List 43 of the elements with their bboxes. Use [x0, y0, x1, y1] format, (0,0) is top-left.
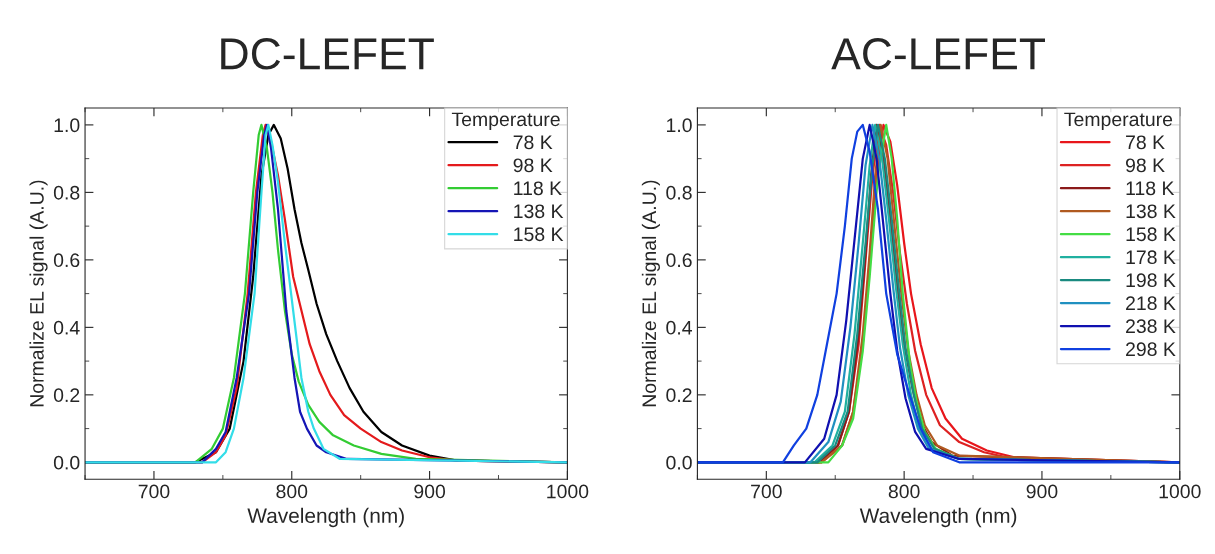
- y-tick-label: 0.8: [53, 185, 80, 200]
- x-axis-title: Wavelength (nm): [247, 507, 404, 528]
- x-tick-label: 800: [276, 484, 308, 499]
- y-tick-label: 0.4: [666, 320, 692, 335]
- legend-label: 178 K: [1126, 250, 1176, 265]
- x-tick-label: 1000: [1159, 484, 1201, 499]
- chart-title: AC-LEFET: [831, 38, 1045, 70]
- x-tick-label: 1000: [547, 484, 589, 499]
- y-tick-label: 0.6: [666, 253, 692, 268]
- x-axis-title: Wavelength (nm): [859, 507, 1017, 528]
- y-tick-label: 0.6: [53, 253, 80, 268]
- legend-label: 158 K: [514, 227, 564, 242]
- legend-label: 138 K: [514, 204, 564, 219]
- y-tick-label: 0.8: [666, 185, 692, 200]
- y-tick-label: 1.0: [54, 118, 80, 133]
- legend-label: 78 K: [1126, 135, 1165, 150]
- x-tick-label: 900: [414, 484, 446, 499]
- legend-label: 118 K: [1126, 181, 1175, 196]
- y-tick-label: 0.4: [53, 320, 80, 335]
- x-tick-label: 700: [751, 484, 782, 499]
- y-tick-label: 0.0: [666, 455, 692, 470]
- legend-label: 138 K: [1126, 204, 1176, 219]
- y-axis-title: Normalize EL signal (A.U.): [29, 180, 48, 407]
- y-tick-label: 0.2: [53, 388, 80, 403]
- y-tick-label: 0.2: [666, 388, 692, 403]
- x-tick-label: 800: [888, 484, 920, 499]
- x-tick-label: 900: [1026, 484, 1058, 499]
- legend-title: Temperature: [1064, 112, 1173, 131]
- chart-title: DC-LEFET: [221, 38, 434, 70]
- x-tick-label: 700: [138, 484, 170, 499]
- legend-label: 78 K: [513, 135, 553, 150]
- legend-label: 98 K: [513, 158, 553, 173]
- y-tick-label: 0.0: [53, 455, 80, 470]
- y-axis-title: Normalize EL signal (A.U.): [641, 180, 660, 407]
- legend-label: 118 K: [514, 181, 562, 196]
- legend-title: Temperature: [451, 112, 560, 131]
- legend-label: 298 K: [1126, 342, 1176, 357]
- legend-label: 158 K: [1126, 227, 1176, 242]
- legend-label: 198 K: [1126, 273, 1176, 288]
- y-tick-label: 1.0: [667, 118, 692, 133]
- legend-label: 98 K: [1125, 158, 1165, 173]
- legend-label: 218 K: [1126, 296, 1176, 311]
- legend-label: 238 K: [1126, 319, 1176, 334]
